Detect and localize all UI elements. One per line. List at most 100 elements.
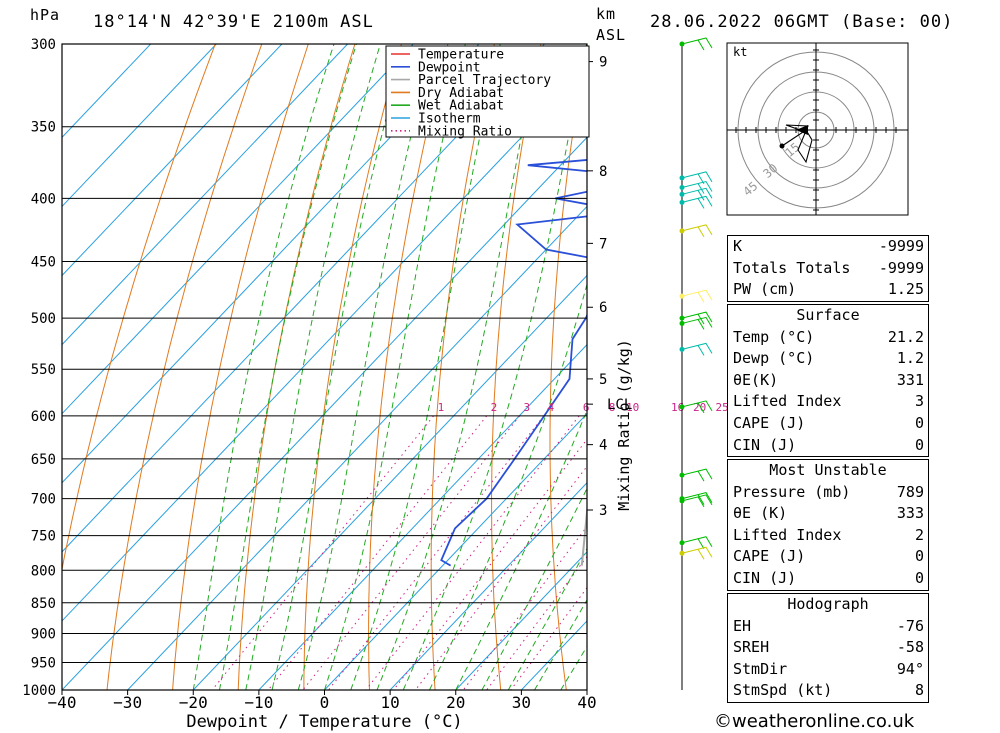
wind-barb	[681, 187, 713, 201]
wind-barb	[681, 342, 713, 356]
mixing-ratio-line	[393, 438, 587, 690]
x-axis-title: Dewpoint / Temperature (°C)	[186, 712, 462, 732]
pressure-tick-label: 550	[31, 362, 56, 378]
isotherm-line	[258, 343, 587, 690]
dry-adiabat-line	[368, 44, 449, 690]
most-unstable-title: Most Unstable	[769, 461, 887, 479]
hodograph-stats-row: EH -76	[733, 616, 924, 635]
hodograph-stats-title: Hodograph	[787, 595, 869, 613]
surface-row: Lifted Index 3	[733, 392, 924, 411]
isotherm-line	[62, 67, 587, 622]
pressure-tick-label: 850	[31, 596, 56, 612]
surface-panel: Surface Temp (°C) 21.2 Dewp (°C) 1.2 θE(K)…	[727, 304, 929, 458]
wind-barb	[681, 289, 713, 303]
isotherm-line	[324, 412, 587, 690]
pressure-tick-label: 950	[31, 655, 56, 671]
dry-adiabat-line	[960, 44, 1000, 690]
x-tick-label: −10	[244, 693, 273, 712]
dry-adiabat-line	[491, 44, 542, 690]
wind-barb	[681, 37, 713, 51]
surface-row: Temp (°C) 21.2	[733, 327, 924, 346]
x-tick-label: 0	[320, 693, 330, 712]
dry-adiabat-line	[430, 44, 495, 690]
wind-barb	[681, 316, 713, 330]
isotherm-line	[62, 44, 480, 484]
wind-barb	[681, 180, 713, 194]
pressure-tick-label: 600	[31, 409, 56, 425]
surface-row: θE(K) 331	[733, 370, 924, 389]
hodograph-stats-panel: Hodograph EH -76 SREH -58 StmDir 94° StmSpd…	[727, 593, 929, 703]
pressure-tick-label: 1000	[22, 683, 56, 699]
wet-adiabat-line	[245, 44, 381, 690]
wind-barb	[681, 224, 713, 238]
dry-adiabat-line	[172, 44, 309, 690]
isotherm-line	[62, 44, 348, 346]
height-tick-label: 6	[599, 300, 607, 316]
height-tick-label: 8	[599, 164, 607, 180]
pressure-unit-label: hPa	[30, 6, 61, 24]
pressure-tick-label: 500	[31, 311, 56, 327]
height-tick-label: 7	[599, 236, 607, 252]
most-unstable-row: Lifted Index 2	[733, 525, 924, 544]
height-unit-km: km	[596, 5, 617, 23]
x-tick-label: 10	[380, 693, 399, 712]
legend-box	[385, 45, 590, 138]
mixing-ratio-label: 16	[671, 401, 684, 414]
hodograph-start-dot	[779, 143, 785, 149]
wet-adiabat-line	[192, 44, 335, 690]
isotherm-line	[455, 551, 587, 690]
wind-barb	[681, 171, 713, 185]
indices-row: PW (cm) 1.25	[733, 280, 924, 299]
isotherm-line	[62, 136, 587, 690]
isotherm-line	[62, 44, 217, 208]
wind-barb	[681, 195, 713, 209]
legend-entry: Temperature	[418, 48, 504, 63]
mixing-ratio-label: 2	[491, 401, 498, 414]
legend-entry: Mixing Ratio	[418, 124, 512, 139]
x-tick-label: −30	[113, 693, 142, 712]
wind-barb	[681, 546, 713, 560]
legend-entry: Wet Adiabat	[418, 99, 504, 114]
mixing-ratio-label: 1	[438, 401, 445, 414]
wet-adiabat-line	[324, 44, 466, 690]
pressure-tick-label: 900	[31, 626, 56, 642]
hodograph-stats-row: StmDir 94°	[733, 659, 924, 678]
x-tick-label: −40	[48, 693, 77, 712]
wet-adiabat-line	[350, 44, 501, 690]
mixing-ratio-line	[365, 415, 580, 690]
wind-barb	[681, 468, 713, 482]
indices-row: Totals Totals -9999	[733, 258, 924, 277]
mixing-ratio-line	[486, 555, 587, 690]
surface-row: CIN (J) 0	[733, 435, 924, 454]
wet-adiabat-line	[481, 487, 587, 690]
isotherm-line	[62, 44, 414, 415]
mixing-ratio-axis-title: Mixing Ratio (g/kg)	[615, 339, 633, 511]
height-tick-label: 9	[599, 55, 607, 71]
wet-adiabat-line	[219, 44, 357, 690]
mixing-ratio-label: 3	[523, 401, 530, 414]
hodograph-storm-motion	[796, 125, 808, 135]
wind-barb	[681, 400, 713, 414]
mixing-ratio-line	[302, 415, 520, 690]
height-tick-label: 4	[599, 438, 607, 454]
pressure-tick-label: 300	[31, 37, 56, 53]
surface-row: CAPE (J) 0	[733, 413, 924, 432]
wind-barb	[681, 492, 713, 505]
mixing-ratio-line	[328, 415, 545, 690]
isotherm-line	[62, 44, 283, 277]
most-unstable-panel: Most Unstable Pressure (mb) 789 θE (K) 333…	[727, 459, 929, 591]
surface-title: Surface	[796, 306, 860, 324]
pressure-tick-label: 700	[31, 492, 56, 508]
isotherm-line	[62, 44, 152, 139]
indices-panel: K -9999 Totals Totals -9999 PW (cm) 1.25	[727, 235, 929, 302]
mixing-ratio-line	[267, 415, 488, 690]
wet-adiabat-line	[455, 409, 587, 690]
mixing-ratio-label: 4	[548, 401, 555, 414]
height-tick-label: 5	[599, 372, 607, 388]
copyright-link[interactable]: ©weatheronline.co.uk	[714, 711, 915, 732]
x-tick-label: 30	[512, 693, 531, 712]
mixing-ratio-label: 25	[715, 401, 728, 414]
height-unit-asl: ASL	[596, 26, 627, 44]
